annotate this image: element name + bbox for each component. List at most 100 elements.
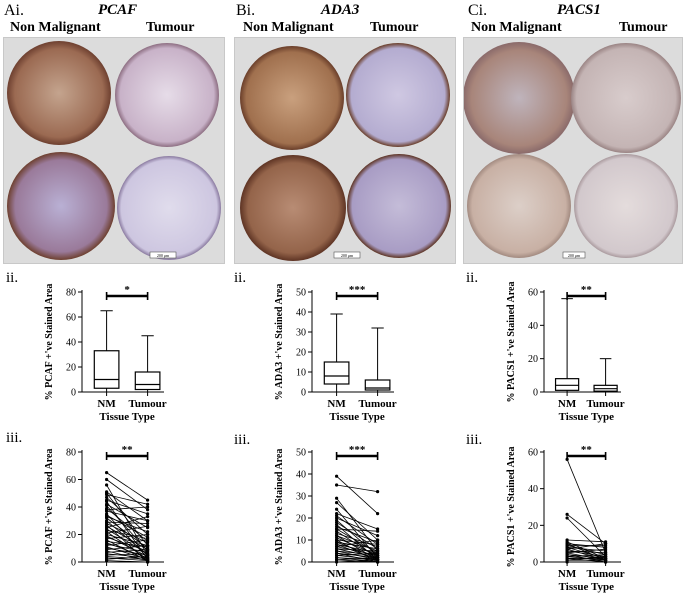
y-axis-label: % PCAF +'ve Stained Area [44,284,55,401]
pair-line [106,508,148,542]
pair-point-tumour [146,521,150,526]
pair-line [336,528,378,532]
pair-line [106,510,148,522]
pair-point-tumour [376,529,380,533]
core-tumour-2 [574,154,678,258]
y-tick-label: 50 [296,448,306,459]
y-axis-label: % ADA3 +'ve Stained Area [274,449,285,566]
y-tick-label: 60 [66,475,76,486]
pair-line [106,545,148,551]
pair-point-nm [335,542,339,546]
pair-point-nm [105,495,109,499]
y-tick-label: 40 [296,470,306,481]
panel-c-box-label: ii. [466,270,479,286]
significance-stars: *** [349,284,366,296]
y-tick-label: 40 [66,503,76,514]
y-axis-label: % PACS1 +'ve Stained Area [506,447,517,568]
pair-point-tumour [146,508,150,512]
panel-a-box-label: ii. [6,270,19,286]
pair-point-tumour [604,542,608,546]
pair-line [106,556,148,560]
core-nm-2 [240,155,346,261]
pair-point-nm [335,474,339,478]
pair-line [566,546,606,559]
box-iqr [554,378,580,391]
pair-line [566,514,606,544]
y-tick-label: 0 [301,388,306,399]
y-tick-label: 0 [533,388,538,399]
pair-line [106,557,148,562]
pair-line [106,529,148,540]
pair-line [336,533,378,547]
y-tick-label: 50 [296,288,306,299]
pair-line [336,475,378,514]
pair-point-tumour [604,554,608,559]
pair-line [106,493,148,546]
core-tumour-1 [346,43,450,147]
y-axis-label: % ADA3 +'ve Stained Area [274,284,285,401]
y-tick-label: 0 [533,558,538,569]
pair-point-tumour [376,512,380,516]
pair-point-nm [105,493,109,497]
y-tick-label: 20 [296,514,306,525]
x-axis-label: Tissue Type [329,411,384,423]
y-tick-label: 0 [71,388,76,399]
pair-line [106,516,148,533]
x-tick-label: NM [327,568,346,580]
pair-point-tumour [146,543,150,548]
pair-point-nm [335,496,339,500]
pair-point-tumour [604,547,608,551]
y-tick-label: 80 [66,448,76,459]
significance-stars: *** [349,444,366,456]
pair-line [106,521,148,524]
pair-point-nm [335,531,339,535]
panel-a-gene-title: PCAF [98,2,138,18]
pair-line [106,523,148,544]
pair-point-tumour [376,556,380,560]
pair-point-tumour [146,554,150,559]
pair-point-nm [335,538,339,542]
x-tick-label: Tumour [129,398,167,410]
core-nm-1 [240,46,344,150]
pair-point-nm [105,471,109,475]
panel-b-scalebar-label: 200 μm [341,253,354,258]
pair-line [106,499,148,515]
panel-b-col-nonmalignant: Non Malignant [243,20,334,35]
pair-line [106,491,148,522]
core-tumour-1 [115,43,219,147]
panel-b-label: Bi. [236,2,256,19]
pair-line [336,541,378,550]
pair-point-nm [335,514,339,518]
pair-line [336,528,378,554]
pair-point-nm [335,501,339,505]
y-tick-label: 60 [528,448,538,459]
pair-line [336,559,378,563]
pair-point-tumour [376,542,380,546]
y-tick-label: 30 [296,328,306,339]
core-tumour-2 [117,156,221,260]
pair-point-tumour [376,540,380,544]
panel-a-label: Ai. [4,2,24,19]
pair-point-nm [335,483,339,487]
y-tick-label: 40 [528,321,538,332]
pair-line [106,525,148,534]
pair-line [106,553,148,556]
y-tick-label: 60 [528,288,538,299]
pair-line [106,506,148,511]
y-axis-label: % PCAF +'ve Stained Area [44,449,55,566]
y-tick-label: 40 [528,484,538,495]
y-tick-label: 10 [296,368,306,379]
pair-point-tumour [146,515,150,519]
pair-point-tumour [146,532,150,537]
core-nm-1 [464,42,575,154]
panel-c-tissue-cores: 200 μm [464,42,681,259]
y-tick-label: 30 [296,492,306,503]
panel-b-box-label: ii. [234,270,247,286]
pair-point-nm [335,551,339,555]
box-iqr [93,350,120,389]
pair-point-nm [335,525,339,529]
panel-c-col-tumour: Tumour [619,20,668,35]
x-tick-label: Tumour [587,568,625,580]
